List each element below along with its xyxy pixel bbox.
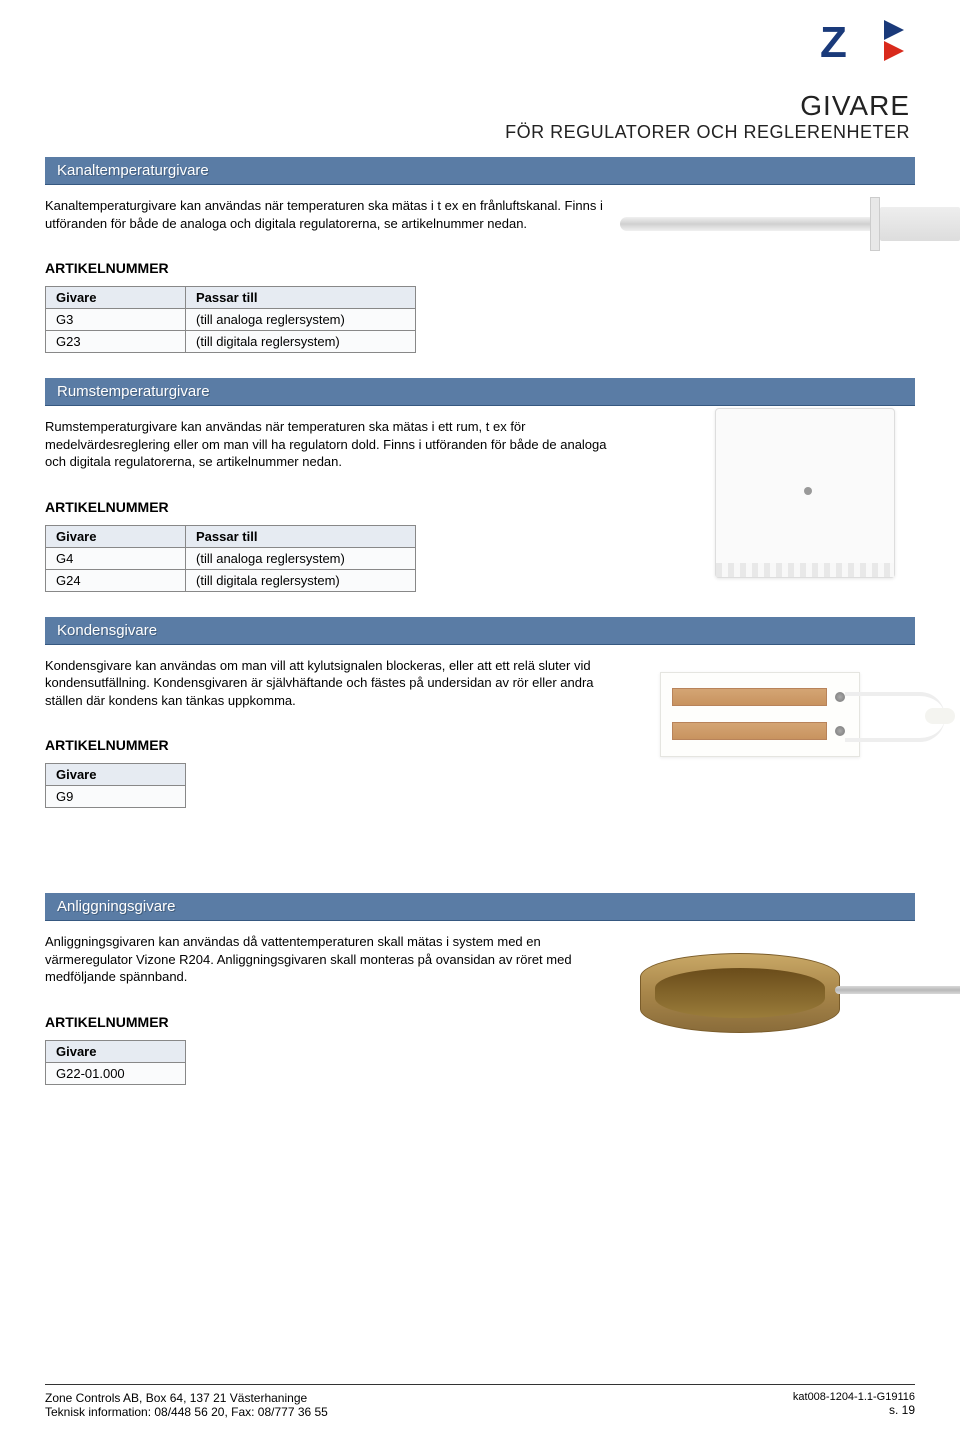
table-cell: G4 (46, 547, 186, 569)
company-logo: Z (820, 18, 910, 63)
table-header-row: Givare Passar till (46, 525, 416, 547)
table-header-row: Givare Passar till (46, 287, 416, 309)
description-rum: Rumstemperaturgivare kan användas när te… (45, 418, 610, 471)
product-table-rum: Givare Passar till G4 (till analoga regl… (45, 525, 416, 592)
table-header: Givare (46, 525, 186, 547)
table-cell: G24 (46, 569, 186, 591)
table-row: G9 (46, 786, 186, 808)
table-row: G22-01.000 (46, 1063, 186, 1085)
section-bar-rum: Rumstemperaturgivare (45, 378, 915, 406)
section-bar-anligg: Anliggningsgivare (45, 893, 915, 921)
table-row: G3 (till analoga reglersystem) (46, 309, 416, 331)
table-cell: G22-01.000 (46, 1063, 186, 1085)
table-row: G23 (till digitala reglersystem) (46, 331, 416, 353)
page-subtitle: FÖR REGULATORER OCH REGLERENHETER (45, 122, 910, 143)
footer-doc-ref: kat008-1204-1.1-G19116 (793, 1391, 915, 1403)
table-header: Passar till (186, 525, 416, 547)
page-footer: Zone Controls AB, Box 64, 137 21 Västerh… (45, 1384, 915, 1419)
section-bar-kanal: Kanaltemperaturgivare (45, 157, 915, 185)
table-cell: (till digitala reglersystem) (186, 331, 416, 353)
footer-contact-line: Teknisk information: 08/448 56 20, Fax: … (45, 1405, 915, 1419)
table-row: G4 (till analoga reglersystem) (46, 547, 416, 569)
table-cell: G9 (46, 786, 186, 808)
footer-page-number: s. 19 (793, 1403, 915, 1417)
table-cell: (till digitala reglersystem) (186, 569, 416, 591)
table-cell: G23 (46, 331, 186, 353)
table-header-row: Givare (46, 764, 186, 786)
section-bar-kondens: Kondensgivare (45, 617, 915, 645)
table-cell: (till analoga reglersystem) (186, 547, 416, 569)
table-header-row: Givare (46, 1041, 186, 1063)
table-row: G24 (till digitala reglersystem) (46, 569, 416, 591)
table-cell: G3 (46, 309, 186, 331)
section-content-anligg: Anliggningsgivaren kan användas då vatte… (45, 933, 915, 1085)
logo-triangle-red (884, 41, 904, 61)
page-title: GIVARE (45, 90, 910, 122)
product-image-anligg (620, 938, 960, 1038)
description-kanal: Kanaltemperaturgivare kan användas när t… (45, 197, 610, 232)
section-content-kanal: Kanaltemperaturgivare kan användas när t… (45, 197, 915, 353)
product-image-kanal (620, 187, 960, 267)
product-image-rum (715, 408, 915, 588)
footer-right: kat008-1204-1.1-G19116 s. 19 (793, 1391, 915, 1417)
product-table-anligg: Givare G22-01.000 (45, 1040, 186, 1085)
table-header: Givare (46, 764, 186, 786)
footer-company-line: Zone Controls AB, Box 64, 137 21 Västerh… (45, 1391, 915, 1405)
section-content-rum: Rumstemperaturgivare kan användas när te… (45, 418, 915, 592)
product-table-kondens: Givare G9 (45, 763, 186, 808)
description-kondens: Kondensgivare kan användas om man vill a… (45, 657, 610, 710)
table-header: Givare (46, 287, 186, 309)
product-table-kanal: Givare Passar till G3 (till analoga regl… (45, 286, 416, 353)
logo-triangle-blue (884, 20, 904, 40)
page-header: GIVARE FÖR REGULATORER OCH REGLERENHETER (45, 90, 910, 143)
table-header: Givare (46, 1041, 186, 1063)
logo-letter-z: Z (820, 18, 843, 68)
table-header: Passar till (186, 287, 416, 309)
product-image-kondens (660, 672, 960, 762)
table-cell: (till analoga reglersystem) (186, 309, 416, 331)
description-anligg: Anliggningsgivaren kan användas då vatte… (45, 933, 610, 986)
section-content-kondens: Kondensgivare kan användas om man vill a… (45, 657, 915, 809)
